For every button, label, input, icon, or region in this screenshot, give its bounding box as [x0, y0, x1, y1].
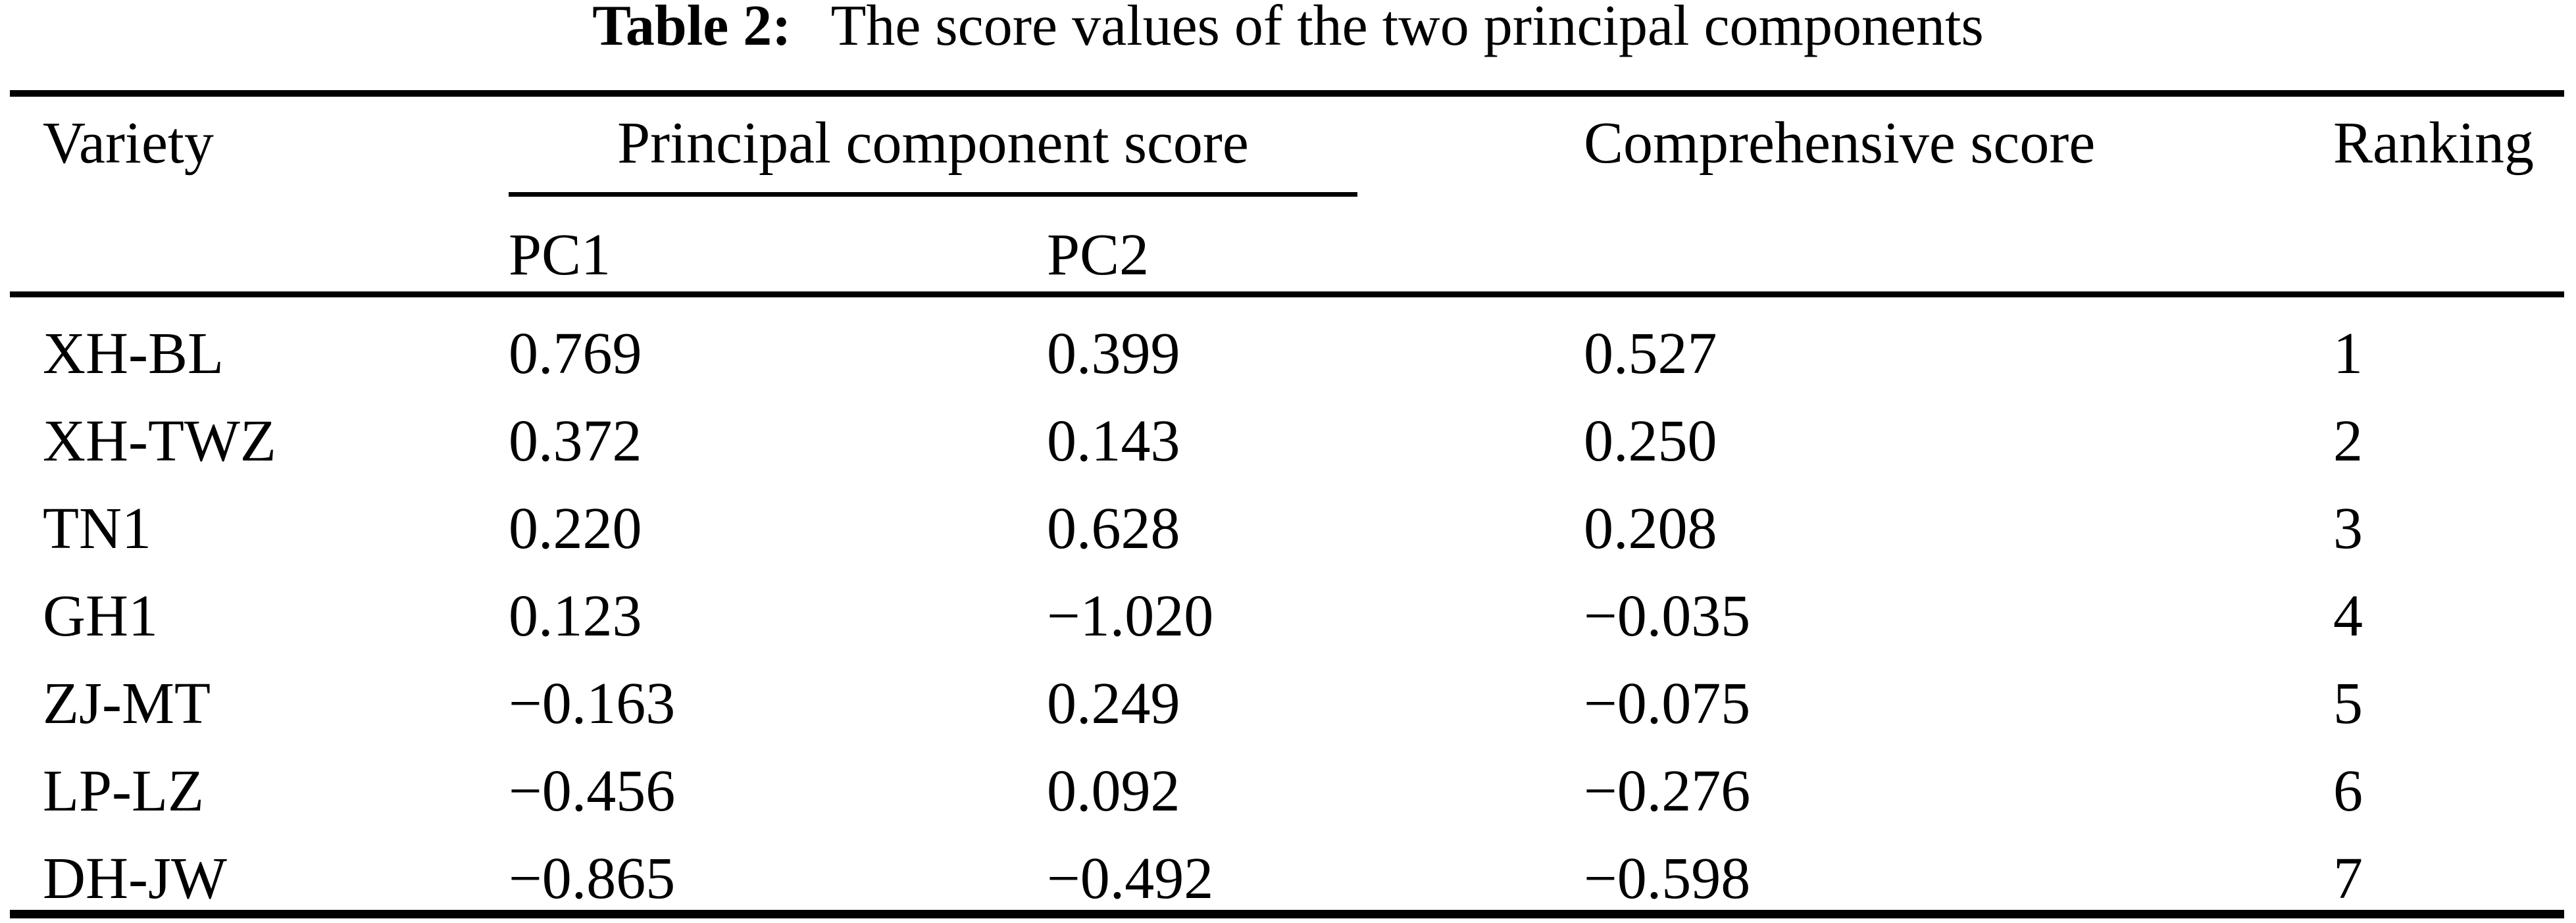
table-subheader-row: PC1 PC2 — [0, 226, 2576, 285]
top-rule — [10, 90, 2564, 97]
header-spacer — [1357, 114, 1584, 173]
column-header-principal-component-score: Principal component score — [617, 111, 1249, 176]
ranking-value: 2 — [2333, 409, 2363, 474]
comprehensive-score-value: 0.250 — [1584, 409, 1717, 474]
variety-value: DH-JW — [43, 846, 227, 911]
subheader-spacer — [43, 226, 509, 285]
table-row: GH1 0.123 −1.020 −0.035 4 — [0, 560, 2576, 647]
pc2-value: 0.628 — [1047, 496, 1180, 561]
table-caption-text: The score values of the two principal co… — [830, 0, 1984, 58]
table-row: XH-TWZ 0.372 0.143 0.250 2 — [0, 385, 2576, 472]
variety-value: GH1 — [43, 584, 158, 649]
header-bottom-rule — [10, 291, 2564, 297]
table-header-row: Variety Principal component score Compre… — [0, 114, 2576, 173]
pc2-value: 0.399 — [1047, 321, 1180, 386]
column-header-ranking: Ranking — [2333, 111, 2534, 176]
pc2-value: 0.143 — [1047, 409, 1180, 474]
pc1-value: −0.456 — [509, 759, 676, 824]
column-header-pc2: PC2 — [1047, 222, 1149, 287]
pc2-value: 0.249 — [1047, 671, 1180, 736]
table-row: ZJ-MT −0.163 0.249 −0.075 5 — [0, 647, 2576, 735]
pc1-value: −0.163 — [509, 671, 676, 736]
column-header-variety: Variety — [43, 111, 214, 176]
table-caption: Table 2: The score values of the two prin… — [0, 0, 2576, 55]
pc2-value: −1.020 — [1047, 584, 1214, 649]
ranking-value: 4 — [2333, 584, 2363, 649]
variety-value: LP-LZ — [43, 759, 204, 824]
comprehensive-score-value: −0.598 — [1584, 846, 1751, 911]
pc-group-underline-rule — [509, 192, 1357, 197]
subheader-spacer — [1584, 226, 2333, 285]
table-row: LP-LZ −0.456 0.092 −0.276 6 — [0, 735, 2576, 822]
ranking-value: 1 — [2333, 321, 2363, 386]
comprehensive-score-value: 0.527 — [1584, 321, 1717, 386]
ranking-value: 5 — [2333, 671, 2363, 736]
table-row: XH-BL 0.769 0.399 0.527 1 — [0, 297, 2576, 385]
ranking-value: 6 — [2333, 759, 2363, 824]
comprehensive-score-value: −0.035 — [1584, 584, 1751, 649]
variety-value: XH-BL — [43, 321, 224, 386]
table-row: TN1 0.220 0.628 0.208 3 — [0, 472, 2576, 560]
column-header-comprehensive-score: Comprehensive score — [1584, 111, 2096, 176]
pc1-value: 0.372 — [509, 409, 642, 474]
comprehensive-score-value: −0.075 — [1584, 671, 1751, 736]
comprehensive-score-value: 0.208 — [1584, 496, 1717, 561]
subheader-spacer — [2333, 226, 2576, 285]
table-caption-label: Table 2: — [592, 0, 792, 58]
variety-value: ZJ-MT — [43, 671, 211, 736]
pc1-value: −0.865 — [509, 846, 676, 911]
variety-value: XH-TWZ — [43, 409, 276, 474]
pc2-value: −0.492 — [1047, 846, 1214, 911]
ranking-value: 3 — [2333, 496, 2363, 561]
pc1-value: 0.769 — [509, 321, 642, 386]
table-body: XH-BL 0.769 0.399 0.527 1 XH-TWZ 0.372 0… — [0, 297, 2576, 910]
ranking-value: 7 — [2333, 846, 2363, 911]
column-header-pc1: PC1 — [509, 222, 611, 287]
pc1-value: 0.123 — [509, 584, 642, 649]
variety-value: TN1 — [43, 496, 151, 561]
table-row: DH-JW −0.865 −0.492 −0.598 7 — [0, 822, 2576, 910]
bottom-rule — [10, 910, 2564, 918]
comprehensive-score-value: −0.276 — [1584, 759, 1751, 824]
pc1-value: 0.220 — [509, 496, 642, 561]
pc2-value: 0.092 — [1047, 759, 1180, 824]
